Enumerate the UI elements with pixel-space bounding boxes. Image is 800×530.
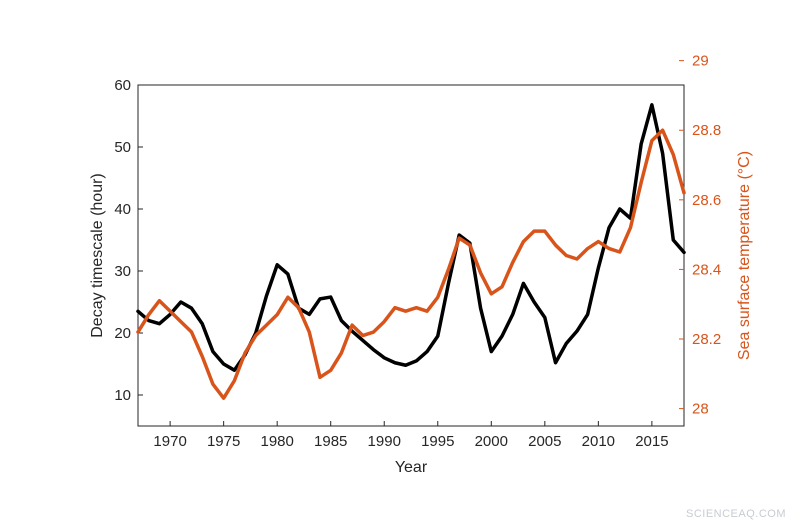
x-tick-label: 1985 — [314, 433, 347, 450]
x-tick-label: 2015 — [635, 433, 668, 450]
right-y-tick-label: 28.6 — [692, 192, 721, 209]
x-tick-label: 2005 — [528, 433, 561, 450]
left-y-tick-label: 60 — [114, 77, 131, 94]
decay-timescale-line — [136, 103, 686, 372]
right-y-tick-label: 28.4 — [692, 261, 721, 278]
left-y-tick-label: 10 — [114, 387, 131, 404]
right-y-axis-ticks: 28 28.2 28.4 28.6 28.8 29 — [679, 53, 721, 418]
right-y-tick-label: 28 — [692, 401, 709, 418]
x-axis-title: Year — [395, 459, 428, 476]
x-tick-label: 2010 — [582, 433, 615, 450]
x-tick-label: 1970 — [153, 433, 186, 450]
plot-frame — [137, 84, 685, 427]
left-y-axis-title: Decay timescale (hour) — [89, 173, 106, 338]
right-y-axis-title: Sea surface temperature (°C) — [736, 151, 753, 360]
x-tick-label: 1995 — [421, 433, 454, 450]
left-y-tick-label: 20 — [114, 325, 131, 342]
x-tick-label: 1980 — [260, 433, 293, 450]
right-y-tick-label: 29 — [692, 53, 709, 70]
x-tick-label: 1975 — [207, 433, 240, 450]
x-tick-label: 2000 — [475, 433, 508, 450]
sea-surface-temperature-line — [136, 128, 686, 400]
x-tick-label: 1990 — [368, 433, 401, 450]
right-y-tick-label: 28.2 — [692, 331, 721, 348]
watermark-text: SCIENCEAQ.COM — [685, 508, 786, 520]
x-axis-ticks: 1970 1975 1980 1985 1990 1995 2000 2005 2010 2015 — [153, 421, 669, 450]
series-layer — [136, 103, 686, 400]
left-y-axis-ticks: 10 20 30 40 50 60 — [114, 77, 143, 404]
left-y-tick-label: 40 — [114, 201, 131, 218]
left-y-tick-label: 30 — [114, 263, 131, 280]
right-y-tick-label: 28.8 — [692, 122, 721, 139]
left-y-tick-label: 50 — [114, 139, 131, 156]
